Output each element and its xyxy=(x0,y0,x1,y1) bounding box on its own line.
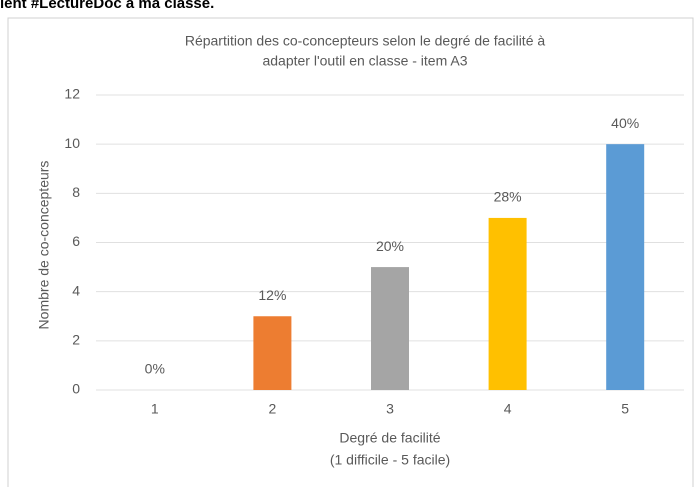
x-tick-label: 2 xyxy=(269,401,277,417)
chart-frame xyxy=(7,17,694,487)
caption: lent #LectureDoc à ma classe. xyxy=(0,0,214,12)
y-tick-label: 2 xyxy=(72,332,80,348)
y-tick-label: 8 xyxy=(72,184,80,200)
data-label: 40% xyxy=(611,115,639,131)
bar xyxy=(371,267,409,390)
chart-title: Répartition des co-concepteurs selon le … xyxy=(185,33,546,49)
bar xyxy=(253,316,292,390)
y-tick-label: 4 xyxy=(72,282,80,298)
x-tick-label: 4 xyxy=(504,401,512,417)
data-label: 0% xyxy=(145,361,165,377)
x-tick-label: 1 xyxy=(151,401,159,417)
x-tick-label: 3 xyxy=(386,401,394,417)
y-tick-label: 6 xyxy=(72,233,80,249)
x-tick-label: 5 xyxy=(621,401,629,417)
y-axis-title: Nombre de co-concepteurs xyxy=(36,161,52,330)
y-tick-label: 0 xyxy=(72,381,80,397)
data-label: 20% xyxy=(376,238,404,254)
bar xyxy=(606,144,645,390)
x-axis-title: Degré de facilité xyxy=(339,430,440,446)
data-label: 28% xyxy=(494,189,522,205)
chart-title: adapter l'outil en classe - item A3 xyxy=(262,53,467,69)
y-tick-label: 12 xyxy=(64,86,80,102)
y-tick-label: 10 xyxy=(64,135,80,151)
x-axis-title: (1 difficile - 5 facile) xyxy=(330,452,450,468)
bar xyxy=(488,217,527,390)
data-label: 12% xyxy=(258,287,286,303)
